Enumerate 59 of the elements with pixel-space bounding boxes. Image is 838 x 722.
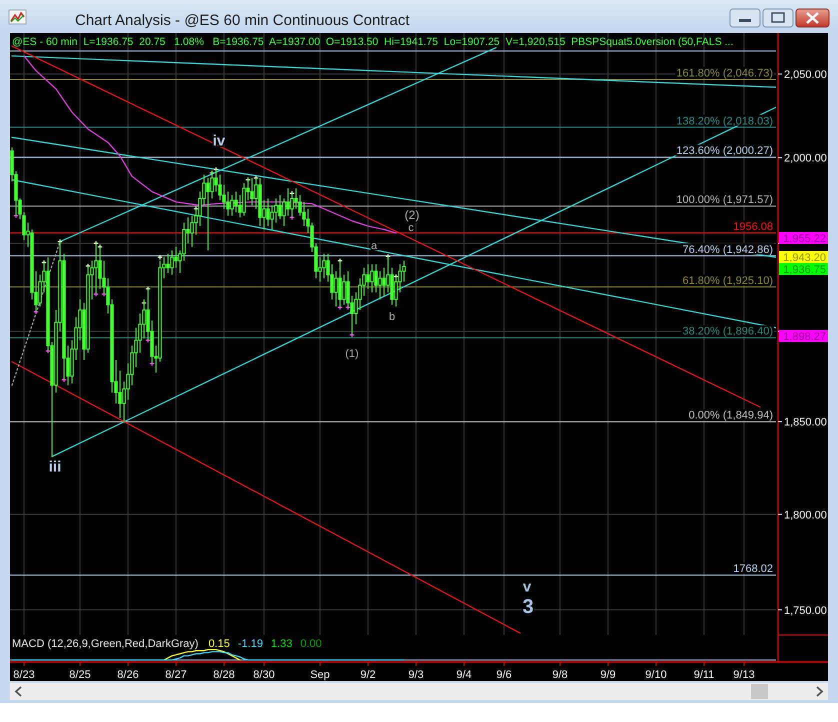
y-tick-label: 1,850.00 bbox=[784, 416, 827, 429]
x-tick-label: 9/9 bbox=[600, 669, 616, 681]
x-tick-label: 9/2 bbox=[360, 669, 376, 681]
annotation: (1) bbox=[345, 348, 359, 360]
annotation: b bbox=[388, 311, 396, 323]
x-tick-label: 9/6 bbox=[496, 669, 512, 681]
annotation: 3 bbox=[522, 596, 534, 618]
x-tick-label: 9/4 bbox=[456, 669, 472, 681]
ref-line-label: 123.60% (2,000.27) bbox=[676, 145, 773, 158]
ref-line-label: 61.80% (1,925.10) bbox=[682, 274, 773, 287]
candlestick bbox=[266, 198, 270, 227]
annotation: iv bbox=[212, 132, 226, 150]
ref-line-label: 138.20% (2,018.03) bbox=[676, 115, 773, 128]
text: 1,936.75 bbox=[783, 264, 826, 276]
chart-subtitle: @ES - 60 min L=1936.75 20.75 1.08% B=1936.75 A=1937.00 O=1913.50 Hi=1941.75 Lo=1907.25 V=1,920,515 PBSPSquat5.0version (50,FALS ... bbox=[12, 36, 734, 48]
x-tick-label: 9/11 bbox=[694, 669, 714, 681]
candlestick bbox=[170, 250, 174, 276]
ref-line-label: 38.20% (1,896.40) bbox=[682, 326, 773, 338]
chart-title: MACD (12,26,9,Green,Red,DarkGray) bbox=[12, 638, 198, 650]
x-tick-label: Sep bbox=[310, 669, 330, 681]
ref-line-label: 161.80% (2,046.73) bbox=[676, 67, 773, 80]
y-tick-label: 2,000.00 bbox=[784, 152, 827, 165]
annotation: 0.00 bbox=[300, 638, 322, 650]
candlestick bbox=[322, 253, 326, 279]
ref-line-label: 0.00% (1,849.94) bbox=[688, 410, 773, 422]
text: 1,943.20 bbox=[783, 252, 826, 264]
annotation: c bbox=[408, 222, 414, 234]
x-tick-label: 8/26 bbox=[117, 669, 139, 681]
x-tick-label: 9/13 bbox=[733, 669, 755, 681]
candlestick bbox=[250, 178, 254, 206]
y-tick-label: 2,050.00 bbox=[784, 69, 827, 82]
annotation: iii bbox=[48, 458, 62, 476]
text: 1,955.22 bbox=[783, 233, 826, 245]
x-tick-label: 8/23 bbox=[13, 669, 35, 681]
ref-line-label: 100.00% (1,971.57) bbox=[676, 194, 773, 206]
text: 1,898.27 bbox=[783, 331, 826, 343]
candlestick bbox=[230, 194, 234, 216]
annotation: 0.15 bbox=[208, 638, 230, 650]
x-tick-label: 9/3 bbox=[408, 669, 424, 681]
candlestick bbox=[370, 264, 374, 293]
x-tick-label: 9/10 bbox=[645, 669, 667, 681]
x-tick-label: 8/25 bbox=[69, 669, 91, 681]
ref-line-label: 76.40% (1,942.86) bbox=[682, 244, 773, 256]
x-tick-label: 9/8 bbox=[552, 669, 568, 681]
ref-line-label: 1768.02 bbox=[733, 563, 773, 576]
x-tick-label: 8/27 bbox=[165, 669, 187, 681]
annotation: -1.19 bbox=[238, 638, 263, 650]
line-series bbox=[23, 55, 397, 234]
chart-title: Chart Analysis - @ES 60 min Continuous Contract bbox=[75, 12, 410, 29]
annotation: (2) bbox=[404, 208, 420, 222]
annotation: a bbox=[370, 240, 378, 252]
candlestick bbox=[258, 178, 262, 227]
y-tick-label: 1,800.00 bbox=[784, 509, 827, 522]
x-tick-label: 8/28 bbox=[213, 669, 235, 681]
ref-line-label: 1956.08 bbox=[733, 220, 773, 233]
annotation: v bbox=[522, 578, 532, 596]
annotation: 1.33 bbox=[270, 638, 292, 650]
x-tick-label: 8/30 bbox=[253, 669, 275, 681]
y-tick-label: 1,750.00 bbox=[784, 604, 827, 617]
